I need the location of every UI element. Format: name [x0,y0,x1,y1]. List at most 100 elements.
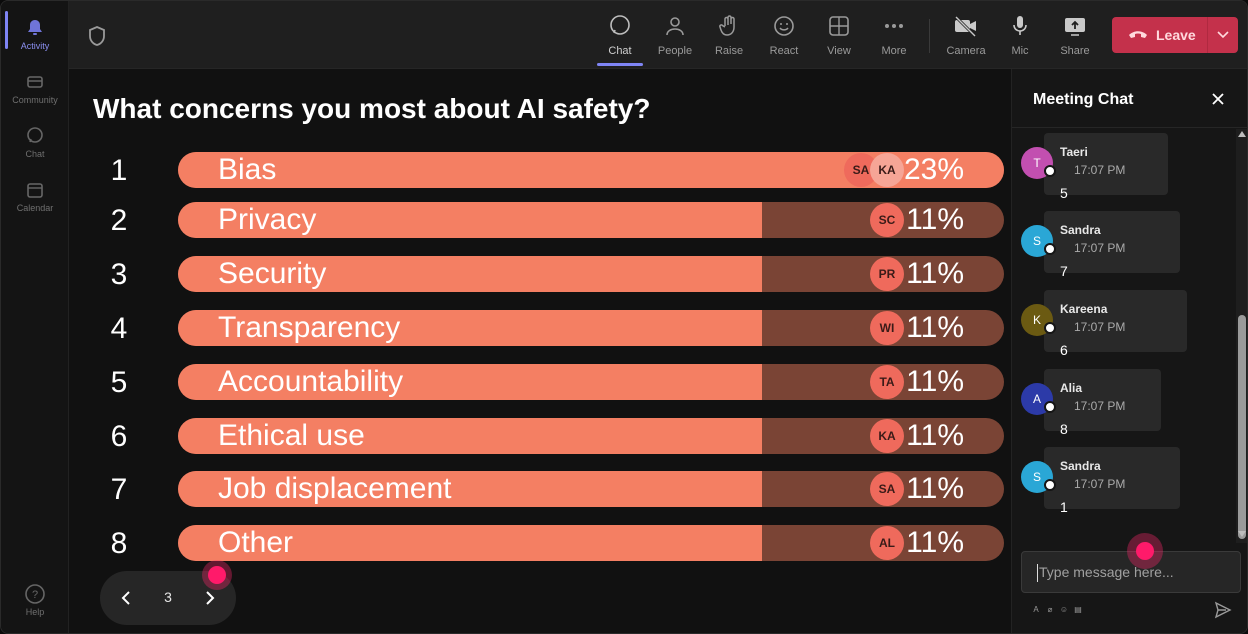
poll-option-row: 5 Accountability 11% TA [69,364,1011,402]
scroll-down-arrow[interactable] [1238,531,1246,537]
calendar-icon [24,179,46,201]
poll-option-row: 1 Bias 23% SA KA [69,152,1011,190]
voter-avatar[interactable]: SC [870,203,904,237]
avatar[interactable]: K [1021,304,1056,336]
phone-hangup-icon [1128,27,1148,43]
rail-item-label: Activity [20,41,50,51]
camera-button-label: Camera [946,45,986,57]
share-screen-icon [1062,13,1088,39]
chat-message[interactable]: Sandra 17:07 PM 7 S [1020,211,1220,279]
chat-message[interactable]: Kareena 17:07 PM 6 K [1020,290,1220,358]
pointer-marker [1127,533,1163,569]
rail-item-help[interactable]: ? Help [1,575,69,625]
option-bar: Other 11% AL [178,525,1004,561]
close-icon[interactable] [1210,91,1226,107]
option-bar: Privacy 11% SC [178,202,1004,238]
rail-item-community[interactable]: Community [1,63,69,113]
option-rank: 2 [110,204,128,237]
rail-item-activity[interactable]: Activity [1,9,69,59]
scroll-up-arrow[interactable] [1238,131,1246,137]
avatar-initial: S [1032,234,1041,248]
option-percent: 11% [906,203,964,236]
leave-main[interactable]: Leave [1112,17,1207,53]
option-label: Transparency [218,311,401,344]
meeting-chat-panel: Meeting Chat Taeri 17:07 PM 5 T Sandra 17:07 … [1011,69,1247,633]
avatar-initial: S [1032,470,1041,484]
chat-button[interactable]: Chat [595,11,645,61]
avatar[interactable]: A [1021,383,1056,415]
chevron-right-icon[interactable] [198,586,222,610]
rail-item-calendar[interactable]: Calendar [1,171,69,221]
option-bar: Security 11% PR [178,256,1004,292]
grid-view-icon [826,13,852,39]
poll-option-row: 4 Transparency 11% WI [69,310,1011,348]
chat-message[interactable]: Alia 17:07 PM 8 A [1020,369,1220,437]
voter-avatar[interactable]: WI [870,311,904,345]
option-bar-fill [178,364,762,400]
view-button[interactable]: View [814,11,864,61]
poll-option-row: 3 Security 11% PR [69,256,1011,294]
voter-avatar[interactable]: PR [870,257,904,291]
chevron-down-icon[interactable] [1208,17,1238,53]
voter-avatar[interactable]: AL [870,526,904,560]
option-rank: 4 [110,312,128,345]
view-button-label: View [827,45,851,57]
message-time: 17:07 PM [1074,399,1126,413]
leave-label: Leave [1156,27,1196,43]
poll-option-row: 8 Other 11% AL [69,525,1011,563]
more-button[interactable]: More [869,11,919,61]
option-bar-fill [178,525,762,561]
option-label: Security [218,257,327,290]
format-icon[interactable]: A [1033,604,1039,614]
rail-active-indicator [5,11,8,49]
message-text: 8 [1060,421,1068,437]
raise-hand-button[interactable]: Raise [704,11,754,61]
chat-message[interactable]: Sandra 17:07 PM 1 S [1020,447,1220,515]
scrollbar-thumb[interactable] [1238,315,1246,539]
avatar[interactable]: T [1021,147,1056,179]
mic-button-label: Mic [1011,45,1029,57]
message-bubble: Kareena 17:07 PM 6 [1044,290,1187,358]
mic-button[interactable]: Mic [995,11,1045,61]
attach-icon[interactable]: ⌀ [1047,604,1053,614]
voter-avatar[interactable]: SA [870,472,904,506]
poll-option-row: 2 Privacy 11% SC [69,202,1011,240]
avatar[interactable]: S [1021,461,1056,493]
share-button[interactable]: Share [1050,11,1100,61]
chat-icon [24,125,46,147]
emoji-icon[interactable]: ☺ [1059,604,1069,614]
leave-separator [1207,17,1209,53]
option-rank: 6 [110,420,128,453]
option-rank: 8 [110,527,128,560]
leave-button[interactable]: Leave [1112,17,1238,53]
shield-icon[interactable] [87,25,107,52]
compose-toolbar: A ⌀ ☺ ▤ [1031,604,1083,614]
option-label: Job displacement [218,472,452,505]
avatar[interactable]: S [1021,225,1056,257]
react-button[interactable]: React [759,11,809,61]
message-time: 17:07 PM [1074,477,1126,491]
poll-question: What concerns you most about AI safety? [93,93,651,124]
option-bar: Bias 23% SA KA [178,152,1004,188]
chevron-left-icon[interactable] [114,586,138,610]
voter-avatar[interactable]: KA [870,419,904,453]
svg-text:?: ? [32,589,38,601]
voter-avatar[interactable]: TA [870,365,904,399]
rail-item-chat[interactable]: Chat [1,117,69,167]
message-time: 17:07 PM [1074,241,1126,255]
poll-option-row: 7 Job displacement 11% SA [69,471,1011,509]
presence-status-icon [1044,243,1056,255]
option-label: Accountability [218,365,404,398]
send-icon[interactable] [1214,601,1232,619]
option-rank: 5 [110,366,128,399]
presence-status-icon [1044,322,1056,334]
option-bar-fill [178,471,762,507]
message-bubble: Sandra 17:07 PM 7 [1044,211,1180,279]
option-percent: 11% [906,365,964,398]
camera-button[interactable]: Camera [941,11,991,61]
chat-button-label: Chat [608,45,632,57]
people-button[interactable]: People [650,11,700,61]
voter-avatar[interactable]: KA [870,153,904,187]
chat-message[interactable]: Taeri 17:07 PM 5 T [1020,133,1220,201]
gif-icon[interactable]: ▤ [1074,604,1082,614]
